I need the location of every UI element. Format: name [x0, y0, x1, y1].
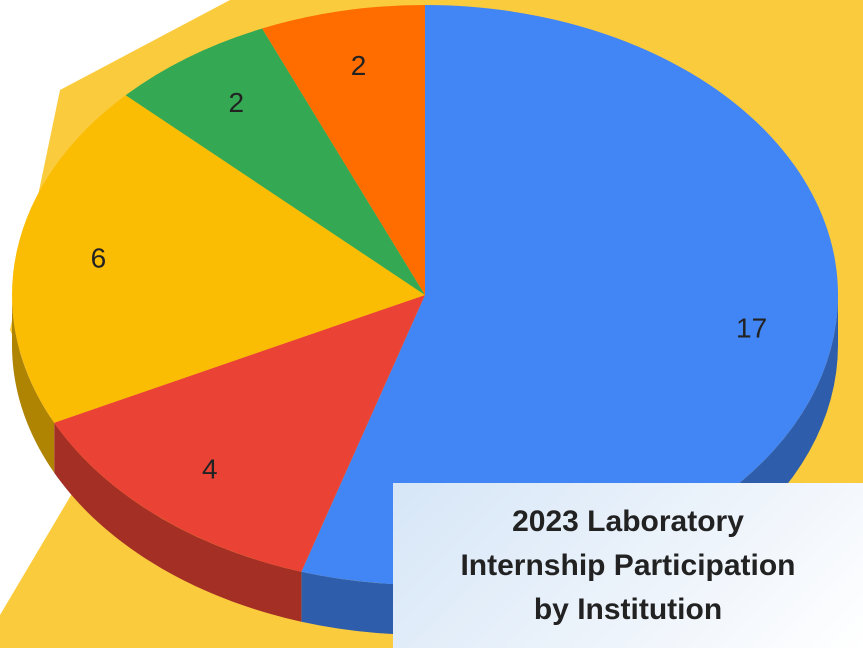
- slice-side: [12, 295, 55, 473]
- slice: [54, 295, 425, 572]
- data-label: 2: [228, 87, 244, 118]
- pie-labels: 17 4 6 2 2: [91, 50, 768, 484]
- slice: [262, 5, 425, 295]
- data-label: 17: [736, 313, 767, 344]
- data-label: 6: [91, 242, 107, 273]
- data-label: 2: [351, 50, 367, 81]
- title-line: Internship Participation: [460, 548, 796, 582]
- title-box: 2023 Laboratory Internship Participation…: [393, 483, 863, 648]
- data-label: 4: [202, 453, 218, 484]
- slice: [125, 28, 425, 296]
- slice: [301, 5, 838, 585]
- slice: [11, 95, 425, 423]
- pie-tops: [11, 5, 838, 585]
- slice-side: [54, 422, 302, 622]
- title-line: by Institution: [533, 592, 723, 626]
- title-line: 2023 Laboratory: [512, 504, 744, 538]
